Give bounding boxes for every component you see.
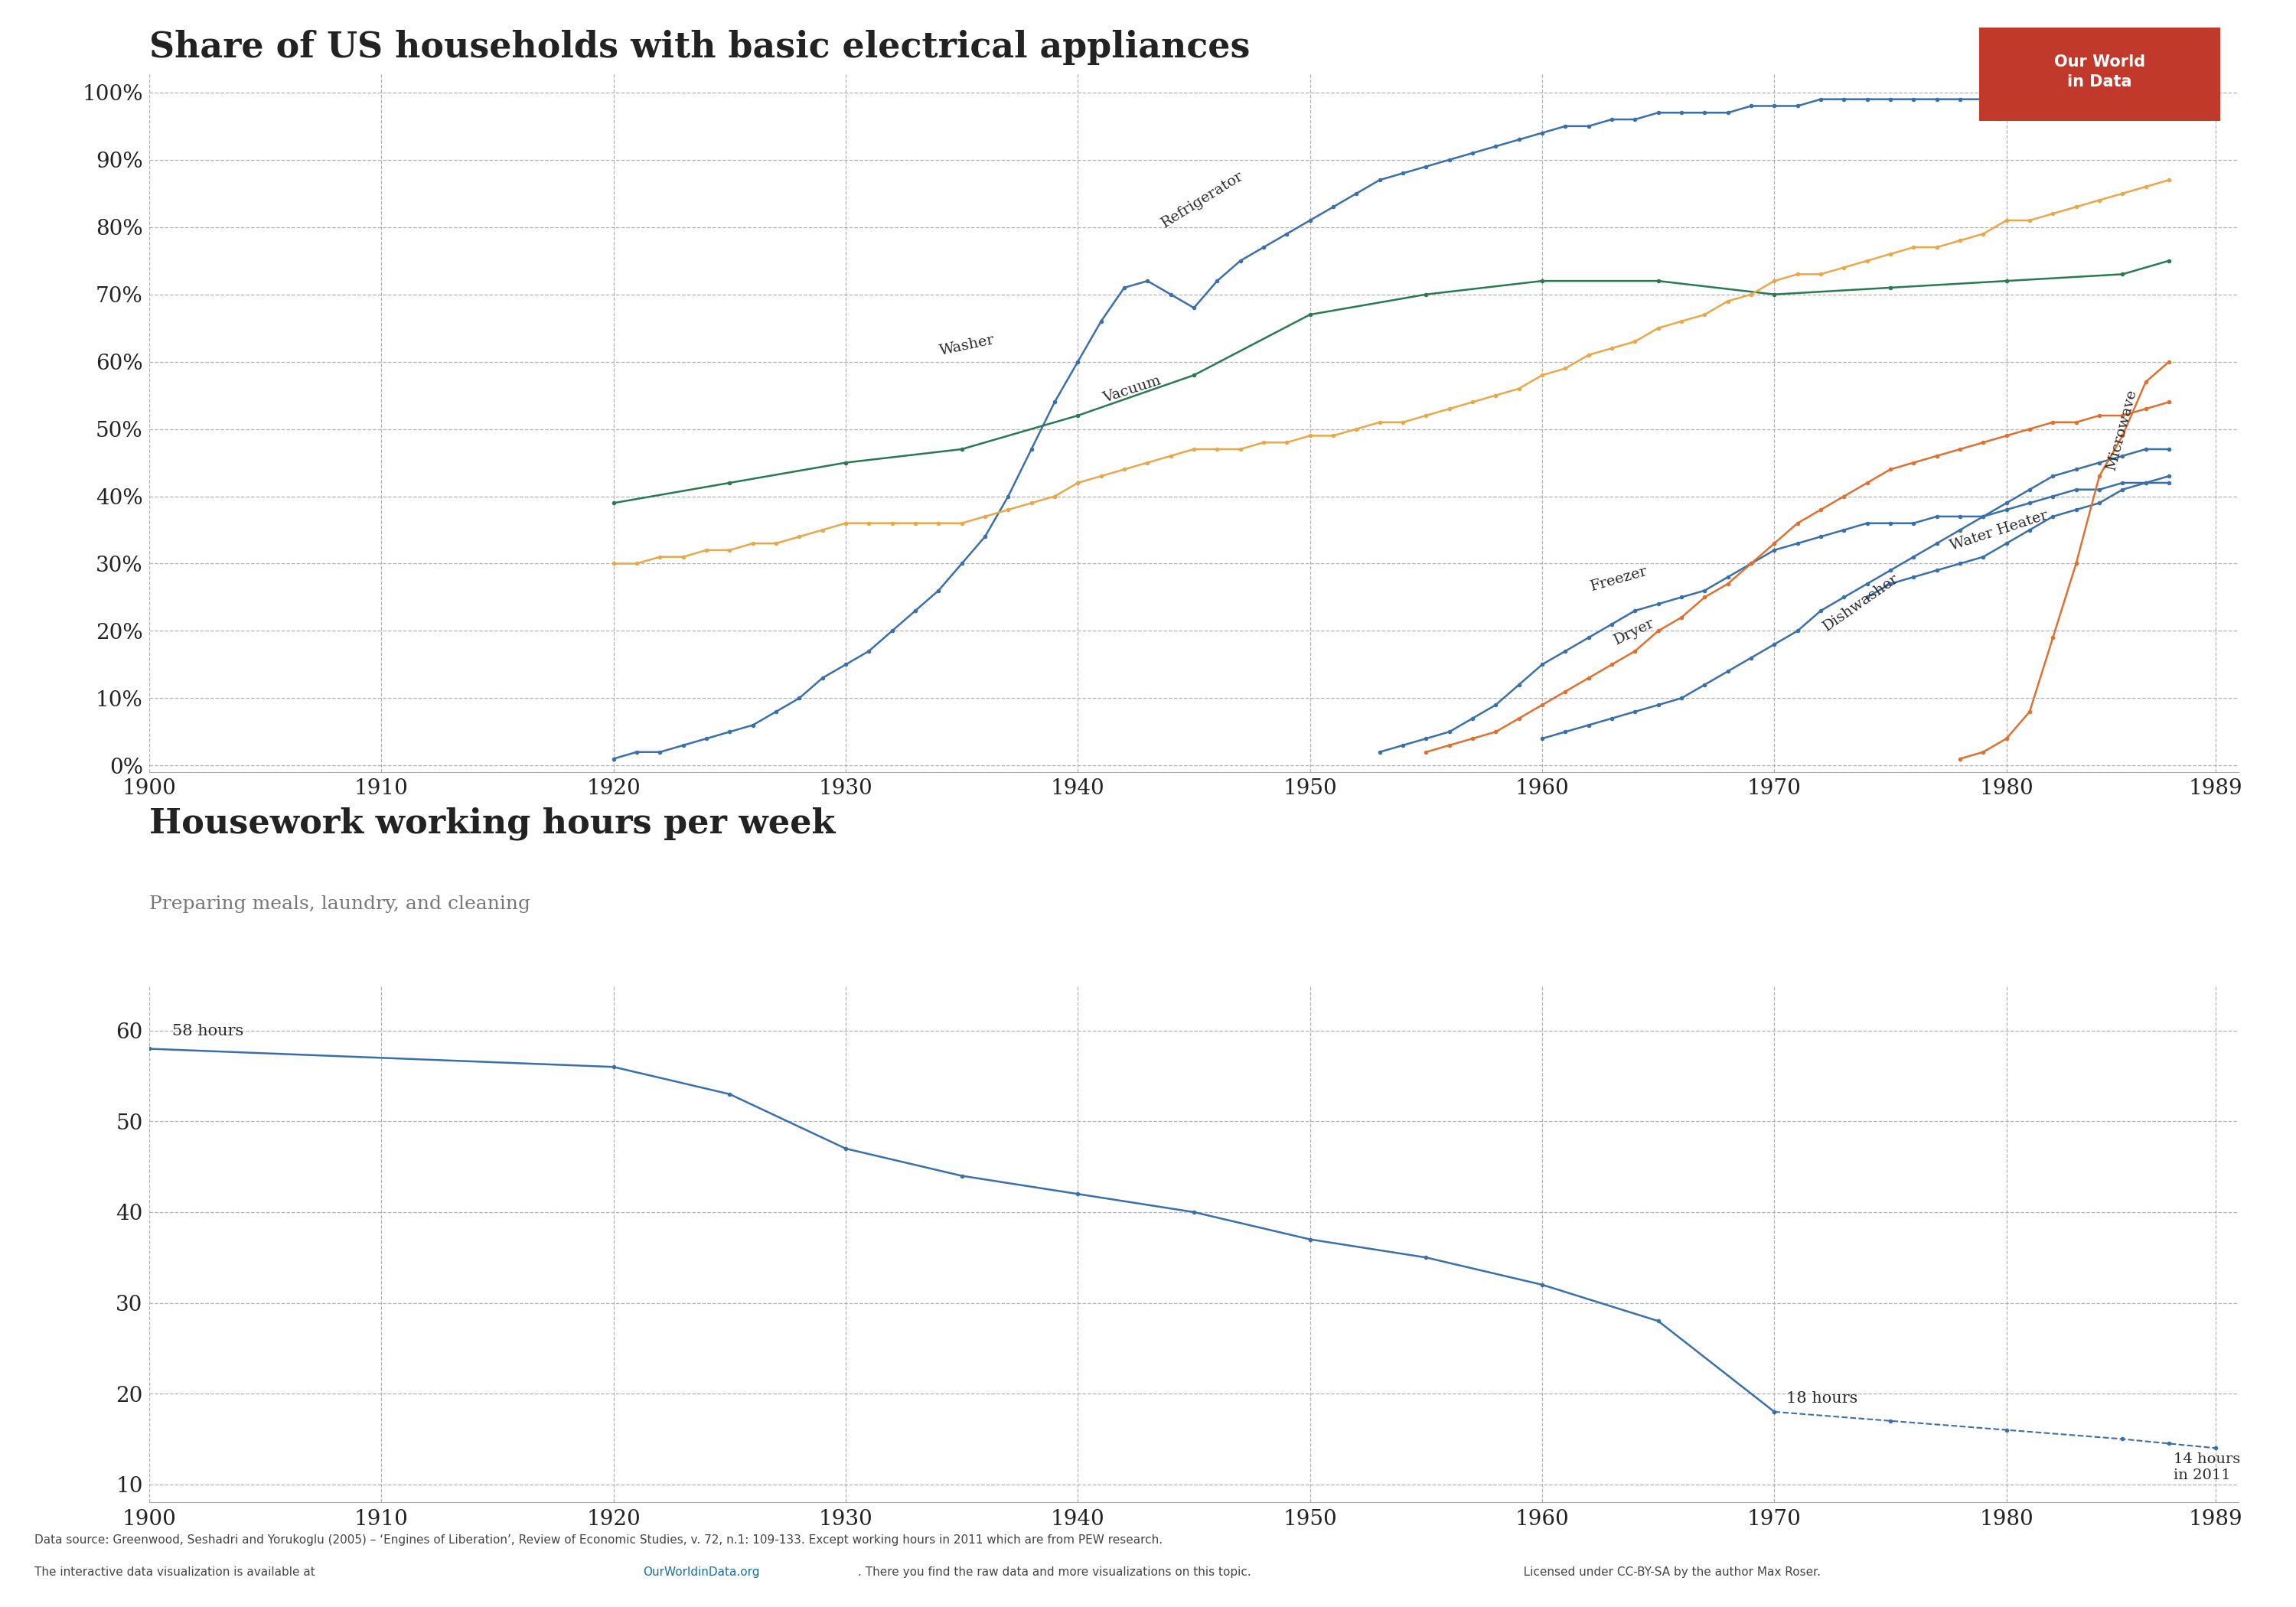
Text: 18 hours: 18 hours [1786,1392,1857,1406]
Text: OurWorldinData.org: OurWorldinData.org [643,1567,760,1578]
Text: 14 hours
in 2011: 14 hours in 2011 [2174,1453,2241,1482]
Text: Freezer: Freezer [1589,564,1649,593]
Text: Vacuum: Vacuum [1102,373,1162,405]
Text: Dishwasher: Dishwasher [1821,572,1901,633]
Text: Our World
in Data: Our World in Data [2055,55,2144,90]
Text: Refrigerator: Refrigerator [1159,169,1247,230]
Text: Dryer: Dryer [1612,615,1658,648]
Text: The interactive data visualization is available at: The interactive data visualization is av… [34,1567,319,1578]
Text: Washer: Washer [939,333,996,358]
Text: Data source: Greenwood, Seshadri and Yorukoglu (2005) – ‘Engines of Liberation’,: Data source: Greenwood, Seshadri and Yor… [34,1535,1162,1546]
Text: Share of US households with basic electrical appliances: Share of US households with basic electr… [149,31,1249,66]
Text: Preparing meals, laundry, and cleaning: Preparing meals, laundry, and cleaning [149,895,530,913]
Text: Water Heater: Water Heater [1949,508,2050,553]
Text: Microwave: Microwave [2103,389,2140,472]
Text: 58 hours: 58 hours [172,1024,243,1038]
Text: Housework working hours per week: Housework working hours per week [149,807,836,840]
Text: . There you find the raw data and more visualizations on this topic.            : . There you find the raw data and more v… [859,1567,1821,1578]
